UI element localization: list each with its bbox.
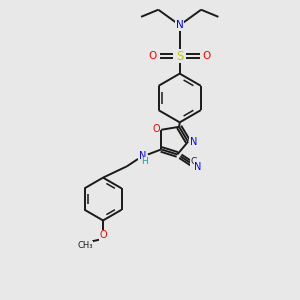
Text: C: C (190, 158, 197, 166)
Text: O: O (152, 124, 160, 134)
Text: N: N (176, 20, 184, 30)
Text: S: S (176, 50, 183, 63)
Text: O: O (149, 51, 157, 62)
Text: O: O (99, 230, 107, 240)
Text: N: N (139, 151, 146, 161)
Text: N: N (194, 162, 202, 172)
Text: N: N (190, 137, 197, 147)
Text: O: O (202, 51, 211, 62)
Text: CH₃: CH₃ (77, 241, 93, 250)
Text: H: H (142, 158, 148, 166)
